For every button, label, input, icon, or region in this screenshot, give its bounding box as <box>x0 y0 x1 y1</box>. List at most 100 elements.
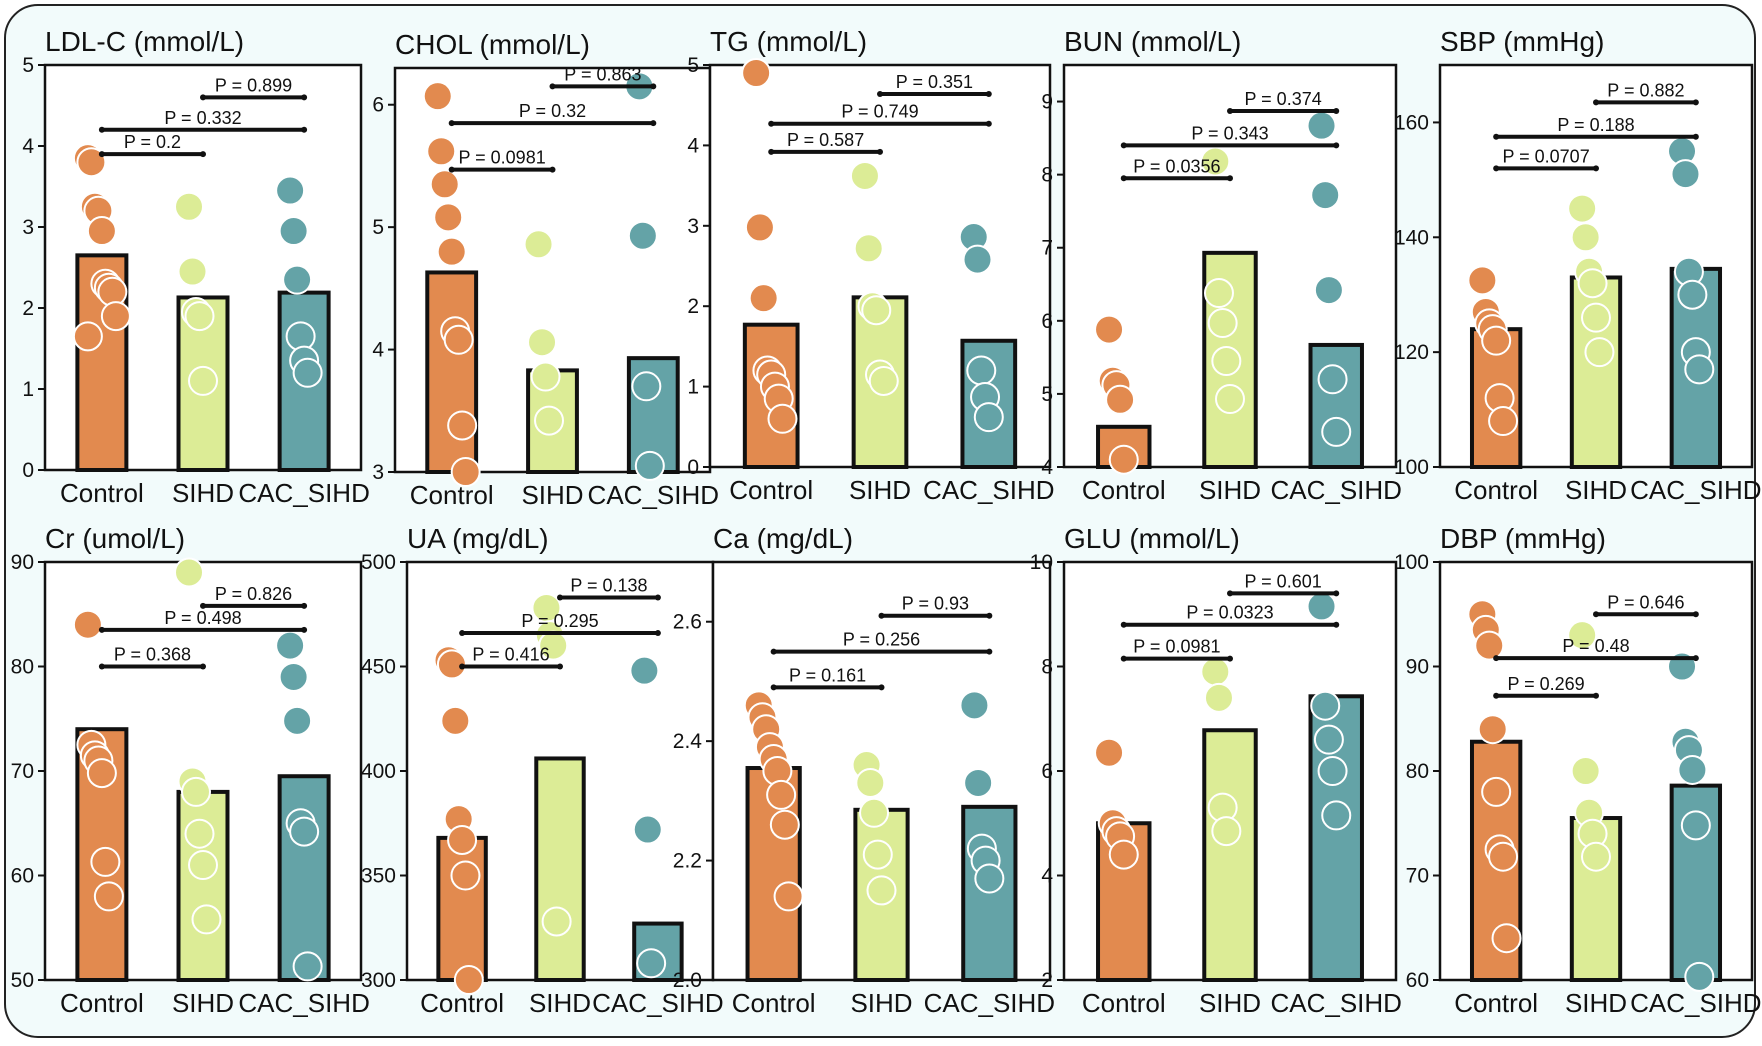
panel-chol: CHOL (mmol/L) 3 4 5 6 P = 0.0981 P = 0.32 P = 0… <box>372 29 719 510</box>
cr-bar-cac-sihd <box>277 774 331 982</box>
chol-point-sihd-2 <box>530 361 561 392</box>
glu-point-cac-sihd-0 <box>1306 591 1337 622</box>
glu-point-control-0 <box>1094 737 1125 768</box>
tg-point-sihd-1 <box>853 233 884 264</box>
bun-ytick-label-5: 9 <box>1041 91 1053 114</box>
ua-title: UA (mg/dL) <box>407 523 549 554</box>
sbp-bracket-end-b-1 <box>1692 133 1699 140</box>
bun-xlabel-cac-sihd: CAC_SIHD <box>1270 475 1401 505</box>
ua-ytick-label-3: 450 <box>361 656 396 679</box>
cr-xlabel-sihd: SIHD <box>172 988 234 1018</box>
bun-point-cac-sihd-0 <box>1306 110 1337 141</box>
glu-ytick-label-1: 4 <box>1041 865 1053 888</box>
tg-point-cac-sihd-2 <box>966 355 997 386</box>
ua-point-control-4 <box>447 824 478 855</box>
cr-bracket-end-a-0 <box>98 663 105 670</box>
cr-pvalue-1: P = 0.498 <box>164 608 241 628</box>
sbp-xlabel-cac-sihd: CAC_SIHD <box>1630 475 1761 505</box>
ua-bar-sihd <box>534 756 586 983</box>
tg-title: TG (mmol/L) <box>710 26 867 57</box>
cr-point-cac-sihd-0 <box>275 630 306 661</box>
bun-point-sihd-3 <box>1211 346 1242 377</box>
ca-ytick-label-1: 2.2 <box>673 850 702 873</box>
chol-bar-control <box>425 270 479 474</box>
tg-point-control-2 <box>748 283 779 314</box>
ldl-c-ytick-label-1: 1 <box>22 378 34 401</box>
sbp-point-control-0 <box>1467 265 1498 296</box>
bun-pvalue-0: P = 0.0356 <box>1133 156 1220 176</box>
sbp-bracket-end-a-1 <box>1493 133 1500 140</box>
glu-ytick-label-3: 8 <box>1041 656 1053 679</box>
cr-pvalue-2: P = 0.826 <box>215 584 292 604</box>
cr-bracket-end-a-2 <box>200 602 206 609</box>
chol-pvalue-0: P = 0.0981 <box>458 148 545 168</box>
dbp-ytick-label-3: 90 <box>1406 656 1429 679</box>
glu-point-sihd-0 <box>1200 656 1231 687</box>
panel-bun: BUN (mmol/L) 4 5 6 7 8 9 P = 0.0356 P = 0.343 P =… <box>1041 26 1402 505</box>
sbp-ytick-label-0: 100 <box>1394 456 1429 479</box>
glu-bracket-end-a-2 <box>1227 590 1233 597</box>
chol-point-control-0 <box>422 81 453 112</box>
chol-xlabel-control: Control <box>410 480 494 510</box>
dbp-bracket-end-a-1 <box>1493 655 1500 662</box>
bun-title: BUN (mmol/L) <box>1064 26 1241 57</box>
dbp-ytick-label-2: 80 <box>1406 760 1429 783</box>
sbp-title: SBP (mmHg) <box>1440 26 1604 57</box>
cr-point-cac-sihd-4 <box>289 816 320 847</box>
sbp-bracket-end-a-0 <box>1493 165 1500 172</box>
cr-ytick-label-3: 80 <box>11 656 34 679</box>
bun-ytick-label-1: 5 <box>1041 383 1053 406</box>
sbp-xlabel-sihd: SIHD <box>1565 475 1627 505</box>
chol-bracket-end-b-1 <box>650 120 657 127</box>
tg-bracket-end-a-1 <box>768 120 775 127</box>
glu-pvalue-1: P = 0.0323 <box>1186 603 1273 623</box>
chol-point-control-2 <box>429 169 460 200</box>
ldl-c-point-sihd-4 <box>188 365 218 396</box>
chol-bracket-end-a-1 <box>448 120 455 127</box>
panel-glu: GLU (mmol/L) 2 4 6 8 10 P = 0.0981 P = 0.0323 P … <box>1030 523 1402 1018</box>
tg-point-control-0 <box>741 58 772 89</box>
ldl-c-point-cac-sihd-5 <box>292 357 323 388</box>
ldl-c-point-sihd-0 <box>174 191 205 222</box>
chol-pvalue-2: P = 0.863 <box>564 64 641 84</box>
dbp-ytick-label-1: 70 <box>1406 865 1429 888</box>
chol-pvalue-1: P = 0.32 <box>519 101 586 121</box>
panel-tg: TG (mmol/L) 0 1 2 3 4 5 P = 0.587 P = 0.749 P = 0… <box>687 26 1054 505</box>
ua-bracket-end-b-1 <box>654 630 661 637</box>
ua-ytick-label-0: 300 <box>361 969 396 992</box>
bun-ytick-label-3: 7 <box>1041 237 1053 260</box>
tg-ytick-label-4: 4 <box>687 134 699 157</box>
glu-ytick-label-4: 10 <box>1030 551 1053 574</box>
dbp-point-control-4 <box>1481 776 1512 807</box>
cr-pvalue-0: P = 0.368 <box>114 645 191 665</box>
tg-point-cac-sihd-4 <box>973 402 1004 433</box>
bun-xlabel-control: Control <box>1082 475 1166 505</box>
sbp-bracket-end-b-0 <box>1593 165 1599 172</box>
cr-point-cac-sihd-5 <box>292 951 323 982</box>
cr-point-sihd-4 <box>188 850 218 881</box>
bun-bracket-end-b-1 <box>1333 142 1340 149</box>
chol-point-sihd-1 <box>527 327 558 358</box>
sbp-pvalue-0: P = 0.0707 <box>1502 146 1589 166</box>
ca-bracket-end-b-2 <box>986 612 993 619</box>
ldl-c-ytick-label-4: 4 <box>22 135 34 158</box>
ldl-c-bracket-end-a-1 <box>98 126 105 133</box>
dbp-pvalue-2: P = 0.646 <box>1607 592 1684 612</box>
ua-bracket-end-a-2 <box>557 594 563 601</box>
ca-bracket-end-b-1 <box>986 648 993 655</box>
ldl-c-point-control-8 <box>100 301 131 332</box>
bun-pvalue-2: P = 0.374 <box>1244 89 1321 109</box>
chol-xlabel-cac-sihd: CAC_SIHD <box>588 480 719 510</box>
dbp-pvalue-0: P = 0.269 <box>1507 674 1584 694</box>
ldl-c-bracket-end-a-2 <box>200 94 206 101</box>
ua-xlabel-cac-sihd: CAC_SIHD <box>592 988 723 1018</box>
sbp-point-control-6 <box>1488 406 1519 437</box>
tg-point-control-1 <box>744 212 775 243</box>
ca-xlabel-cac-sihd: CAC_SIHD <box>924 988 1055 1018</box>
sbp-point-sihd-5 <box>1584 337 1615 368</box>
bun-pvalue-1: P = 0.343 <box>1191 123 1268 143</box>
tg-bracket-end-a-0 <box>768 148 775 155</box>
ldl-c-point-control-9 <box>72 321 103 352</box>
sbp-point-sihd-4 <box>1581 302 1611 333</box>
